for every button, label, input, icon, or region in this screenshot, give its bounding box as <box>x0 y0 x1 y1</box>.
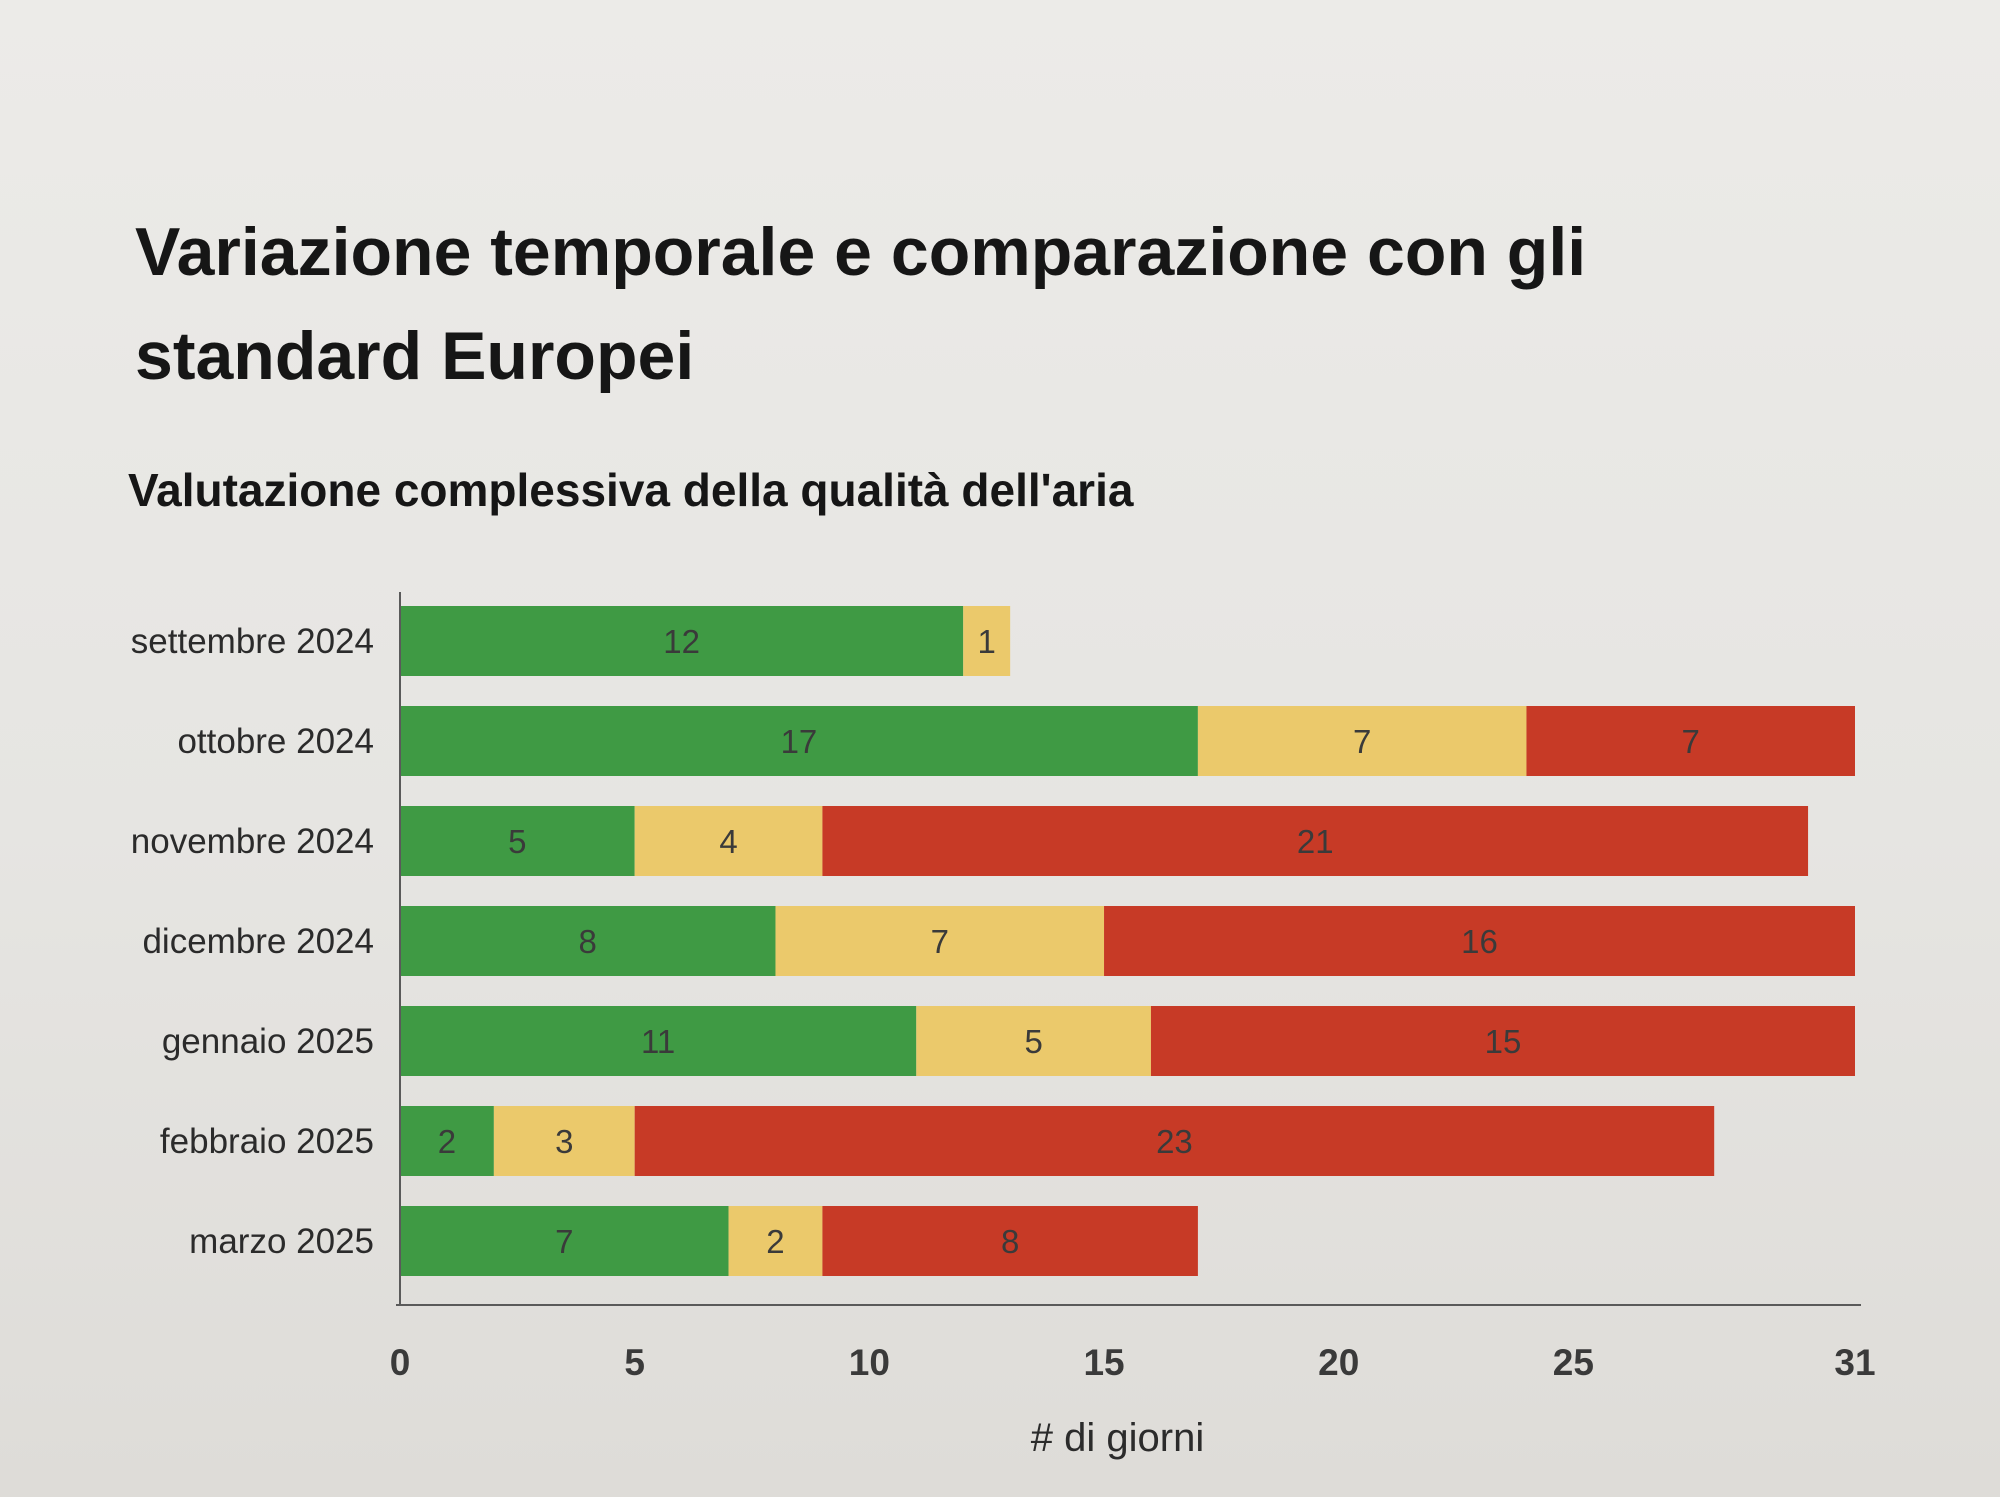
y-tick-label: ottobre 2024 <box>177 722 374 761</box>
bar-segment <box>728 1206 823 1276</box>
bar-segment <box>400 1206 729 1276</box>
bar-segment <box>493 1106 635 1176</box>
bar-segment <box>400 806 635 876</box>
page-title: Variazione temporale e comparazione con … <box>135 214 1587 394</box>
data-label: 12 <box>663 623 700 660</box>
bar-segment <box>634 806 823 876</box>
bar-segment <box>1197 706 1527 776</box>
data-label: 7 <box>931 923 949 960</box>
bar-segment <box>822 1206 1198 1276</box>
y-tick-label: novembre 2024 <box>131 822 374 861</box>
data-label: 23 <box>1156 1123 1193 1160</box>
bar-segment <box>963 606 1011 676</box>
bar-segment <box>822 806 1809 876</box>
data-label: 7 <box>1353 723 1371 760</box>
data-label: 21 <box>1297 823 1334 860</box>
data-label: 1 <box>978 623 996 660</box>
x-tick-label: 20 <box>1318 1342 1359 1383</box>
bar-segment <box>916 1006 1151 1076</box>
y-tick-label: settembre 2024 <box>131 622 374 661</box>
data-label: 8 <box>1001 1223 1019 1260</box>
data-label: 7 <box>1682 723 1700 760</box>
x-tick-label: 15 <box>1083 1342 1124 1383</box>
bar-segment <box>400 606 964 676</box>
data-label: 2 <box>766 1223 784 1260</box>
bar-segment <box>400 706 1198 776</box>
data-label: 17 <box>781 723 818 760</box>
y-tick-label: dicembre 2024 <box>142 922 374 961</box>
x-axis-tick-labels: 0 5 10 15 20 25 31 <box>390 1342 1876 1383</box>
data-label: 15 <box>1485 1023 1522 1060</box>
data-label: 7 <box>555 1223 573 1260</box>
y-tick-label: gennaio 2025 <box>162 1022 374 1061</box>
bar-segment <box>400 1106 494 1176</box>
bar-segment <box>400 906 776 976</box>
x-tick-label: 10 <box>849 1342 890 1383</box>
data-label: 4 <box>719 823 737 860</box>
bar-segment <box>1526 706 1855 776</box>
data-label: 2 <box>438 1123 456 1160</box>
data-label: 5 <box>1024 1023 1042 1060</box>
y-tick-label: febbraio 2025 <box>160 1122 374 1161</box>
x-tick-label: 25 <box>1553 1342 1594 1383</box>
data-label: 5 <box>508 823 526 860</box>
y-tick-label: marzo 2025 <box>189 1222 374 1261</box>
bar-segment <box>400 1006 917 1076</box>
y-axis-labels: settembre 2024 ottobre 2024 novembre 2024 d… <box>131 622 374 1261</box>
bar-segment <box>1150 1006 1855 1076</box>
bar-segment <box>634 1106 1715 1176</box>
data-label: 3 <box>555 1123 573 1160</box>
x-tick-label: 5 <box>624 1342 645 1383</box>
data-label: 16 <box>1461 923 1498 960</box>
x-tick-label: 31 <box>1834 1342 1875 1383</box>
bar-segment <box>775 906 1105 976</box>
x-axis-label: # di giorni <box>1031 1416 1204 1460</box>
data-label: 11 <box>641 1023 675 1060</box>
chart-subtitle: Valutazione complessiva della qualità de… <box>128 464 1134 516</box>
data-label: 8 <box>579 923 597 960</box>
x-tick-label: 0 <box>390 1342 411 1383</box>
bar-segment <box>1104 906 1855 976</box>
